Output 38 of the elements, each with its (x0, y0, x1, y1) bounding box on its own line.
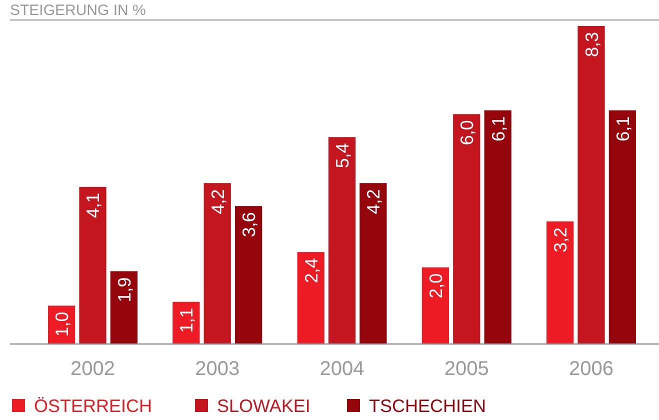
data-label: 4,1 (83, 192, 104, 218)
data-label: 5,4 (332, 143, 352, 168)
bar (110, 271, 138, 344)
bar (234, 206, 262, 344)
bar (484, 110, 512, 344)
data-label: 8,3 (582, 32, 602, 58)
x-tick-label: 2003 (195, 358, 240, 380)
bar (546, 221, 574, 344)
bar (79, 186, 106, 344)
data-label: 2,4 (301, 258, 322, 284)
legend-label: SLOWAKEI (217, 396, 310, 416)
data-label: 6,1 (612, 116, 633, 142)
legend-label: ÖSTERREICH (34, 396, 152, 416)
data-label: 4,2 (364, 189, 384, 214)
bar (422, 267, 450, 344)
bar (204, 183, 231, 344)
x-tick-label: 2002 (70, 358, 115, 380)
x-tick-label: 2006 (569, 358, 614, 380)
bar (172, 302, 200, 344)
bar (608, 110, 636, 344)
bar (578, 26, 605, 344)
data-label: 1,1 (176, 308, 197, 333)
data-label: 6,0 (457, 120, 478, 146)
chart-title: STEIGERUNG IN % (10, 2, 146, 19)
data-label: 1,0 (52, 312, 72, 337)
data-label: 1,9 (114, 277, 134, 302)
data-label: 2,0 (426, 273, 446, 298)
bar (328, 137, 356, 344)
bar (453, 114, 480, 344)
data-label: 6,1 (488, 116, 508, 142)
bar (297, 252, 324, 344)
x-tick-label: 2004 (320, 358, 364, 380)
x-tick-label: 2005 (444, 358, 489, 380)
legend-label: TSCHECHIEN (369, 396, 486, 416)
data-label: 4,2 (208, 189, 228, 214)
data-label: 3,6 (239, 212, 260, 238)
bar (360, 183, 387, 344)
data-label: 3,2 (550, 227, 571, 252)
